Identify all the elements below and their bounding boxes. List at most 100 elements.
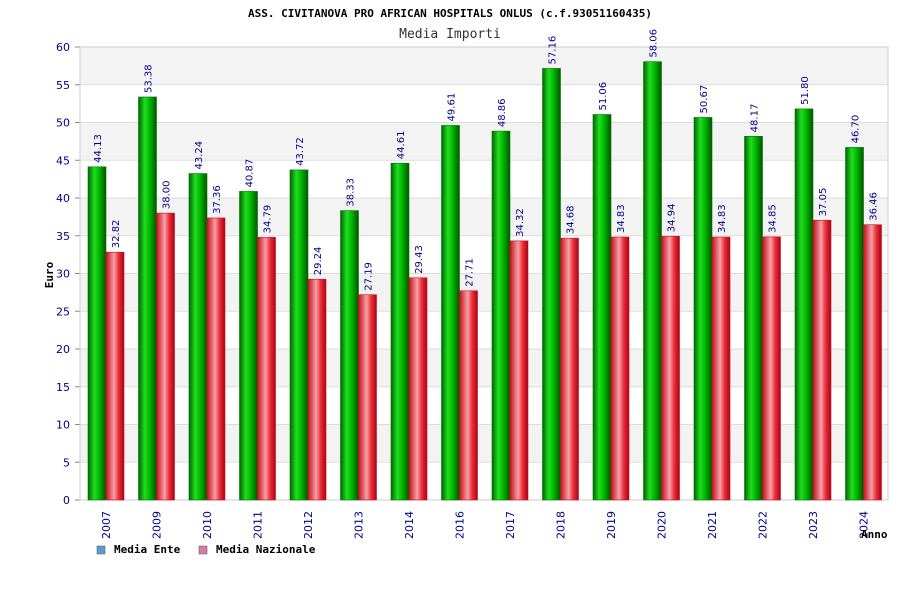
bar-media-nazionale [509,240,529,501]
data-label: 51.06 [598,82,609,111]
bar-media-nazionale [459,290,478,501]
plot-border [79,46,889,501]
bar-media-ente [289,169,309,501]
data-label: 37.36 [212,185,223,214]
x-tick-label: 2010 [201,511,214,539]
y-tick-label: 55 [56,79,70,92]
x-tick-label: 2020 [656,511,669,539]
legend: Media Ente Media Nazionale [96,543,316,556]
bar-media-ente [491,130,511,501]
data-label: 48.17 [750,104,761,133]
x-tick-label: 2016 [454,511,467,539]
bar-media-ente [441,125,460,501]
bar-media-ente [592,114,612,501]
plot-band [80,84,888,123]
data-label: 53.38 [144,64,155,93]
legend-label: Media Ente [114,543,181,556]
y-tick-label: 50 [56,117,70,130]
y-tick-label: 10 [56,419,70,432]
x-tick-label: 2009 [151,511,164,539]
x-tick-label: 2012 [302,511,315,539]
bar-media-nazionale [105,251,125,501]
y-tick-label: 60 [56,41,70,54]
y-tick-label: 30 [56,268,70,281]
bar-media-nazionale [610,236,630,501]
bar-media-nazionale [206,217,226,501]
data-label: 43.24 [194,141,205,170]
bar-media-nazionale [358,294,377,501]
x-tick-label: 2017 [504,511,517,539]
bar-media-ente [845,147,864,501]
x-tick-label: 2024 [858,511,871,539]
bar-media-nazionale [257,237,276,501]
x-tick-label: 2019 [605,511,618,539]
legend-label: Media Nazionale [216,543,316,556]
x-tick-label: 2021 [706,511,719,539]
data-label: 50.67 [699,85,710,114]
data-label: 34.79 [263,205,274,234]
bar-media-ente [794,108,814,501]
bar-media-nazionale [762,236,781,501]
data-label: 34.83 [616,204,627,233]
x-tick-label: 2022 [757,511,770,539]
bar-media-nazionale [307,278,327,501]
bar-media-nazionale [711,236,731,501]
bars: 44.13 32.82 53.38 38.00 43.24 37.36 40.87 34.79… [87,29,882,501]
data-label: 38.33 [346,178,357,207]
plot-band [80,47,888,85]
y-tick-label: 45 [56,154,70,167]
bar-media-ente [693,117,713,501]
data-label: 43.72 [295,137,306,166]
y-tick-label: 40 [56,192,70,205]
data-label: 44.61 [396,131,407,160]
data-label: 51.80 [800,76,811,105]
chart-title: ASS. CIVITANOVA PRO AFRICAN HOSPITALS ON… [248,7,652,20]
x-tick-label: 2013 [353,511,366,539]
data-label: 29.24 [313,247,324,276]
bar-media-nazionale [560,237,579,501]
y-tick-label: 5 [63,456,70,469]
y-tick-label: 35 [56,230,70,243]
bar-media-nazionale [156,212,175,501]
data-label: 49.61 [447,93,458,122]
x-tick-label: 2018 [555,511,568,539]
bar-media-ente [87,166,107,501]
x-tick-label: 2014 [403,511,416,539]
data-label: 40.87 [245,159,256,188]
data-label: 29.43 [414,245,425,274]
bar-media-ente [239,191,258,501]
bar-media-ente [390,162,410,501]
x-axis-label: Anno [861,528,888,541]
y-tick-label: 25 [56,305,70,318]
bar-media-ente [542,68,561,501]
data-label: 36.46 [869,192,880,221]
data-label: 27.19 [364,262,375,291]
data-label: 57.16 [548,36,559,65]
data-label: 32.82 [111,220,122,249]
bar-media-nazionale [661,235,680,501]
bar-media-ente [340,210,359,501]
y-tick-label: 15 [56,381,70,394]
data-label: 44.13 [93,134,104,163]
bar-media-ente [138,96,157,501]
data-label: 58.06 [649,29,660,58]
data-label: 34.94 [667,204,678,233]
y-tick-label: 20 [56,343,70,356]
data-label: 38.00 [162,180,173,209]
data-label: 37.05 [818,188,829,217]
chart-subtitle: Media Importi [399,27,501,42]
bar-media-nazionale [863,224,882,501]
bar-media-nazionale [812,219,832,501]
bar-media-nazionale [408,277,428,501]
bar-media-ente [188,173,208,501]
data-label: 48.86 [497,98,508,127]
legend-swatch [96,545,106,555]
y-tick-label: 0 [63,494,70,507]
bar-media-ente [744,136,763,501]
data-label: 34.83 [717,204,728,233]
data-label: 34.68 [566,206,577,235]
x-axis-ticks: 2007 2009 2010 2011 2012 2013 2014 2016 2017 2018… [100,511,871,539]
y-axis-label: Euro [43,261,56,288]
bar-media-ente [643,61,662,501]
